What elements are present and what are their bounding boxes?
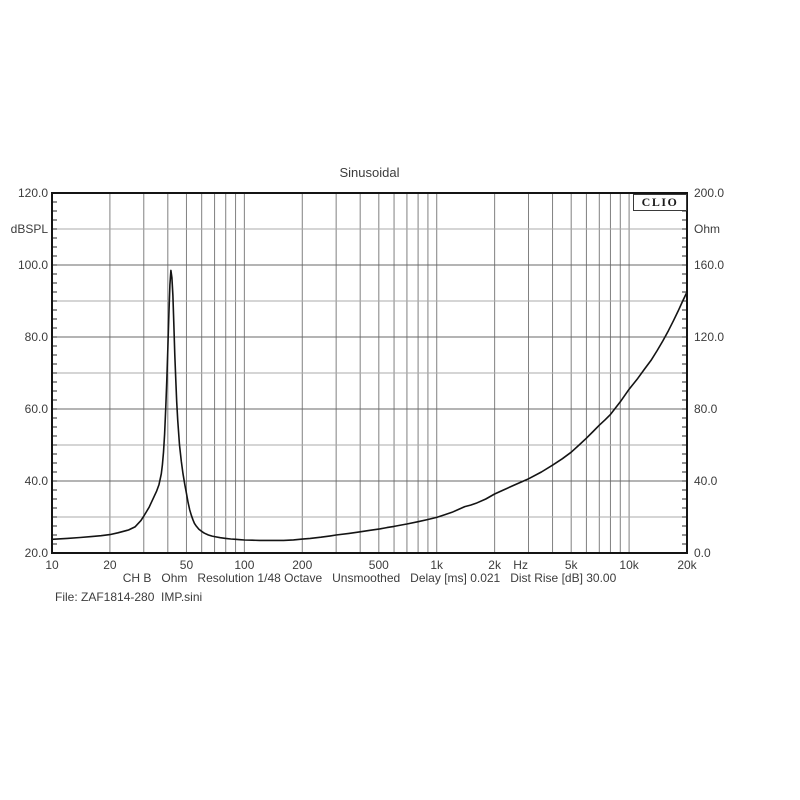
- y-left-tick-label: 80.0: [24, 330, 48, 344]
- y-right-unit-label: Ohm: [694, 222, 721, 236]
- x-tick-label: 50: [179, 558, 194, 572]
- y-right-tick-label: 0.0: [694, 546, 711, 560]
- chart-title: Sinusoidal: [339, 165, 400, 180]
- y-left-tick-label: 20.0: [24, 546, 48, 560]
- y-left-tick-label: 120.0: [17, 186, 48, 200]
- x-tick-label: 100: [234, 558, 255, 572]
- file-name-line: File: ZAF1814-280 IMP.sini: [55, 590, 203, 604]
- plot-border: [51, 192, 688, 554]
- y-left-tick-label: 60.0: [24, 402, 48, 416]
- y-right-tick-label: 160.0: [694, 258, 725, 272]
- x-tick-label: 20k: [677, 558, 697, 572]
- x-axis-unit-label: Hz: [513, 558, 528, 572]
- measurement-info-line: CH B Ohm Resolution 1/48 Octave Unsmooth…: [122, 571, 617, 585]
- impedance-curve: [51, 269, 688, 542]
- y-left-unit-label: dBSPL: [10, 222, 48, 236]
- y-left-tick-label: 40.0: [24, 474, 48, 488]
- x-tick-label: 10k: [619, 558, 639, 572]
- x-tick-label: 2k: [488, 558, 501, 572]
- y-right-tick-label: 80.0: [694, 402, 718, 416]
- clio-logo: CLIO: [633, 194, 687, 211]
- x-tick-label: 200: [292, 558, 313, 572]
- y-right-tick-label: 120.0: [694, 330, 725, 344]
- x-tick-label: 10: [45, 558, 59, 572]
- y-left-tick-label: 100.0: [17, 258, 48, 272]
- y-right-tick-label: 40.0: [694, 474, 718, 488]
- y-right-tick-label: 200.0: [694, 186, 725, 200]
- x-tick-label: 1k: [430, 558, 444, 572]
- x-tick-label: 5k: [564, 558, 578, 572]
- x-tick-label: 500: [368, 558, 389, 572]
- x-tick-label: 20: [103, 558, 117, 572]
